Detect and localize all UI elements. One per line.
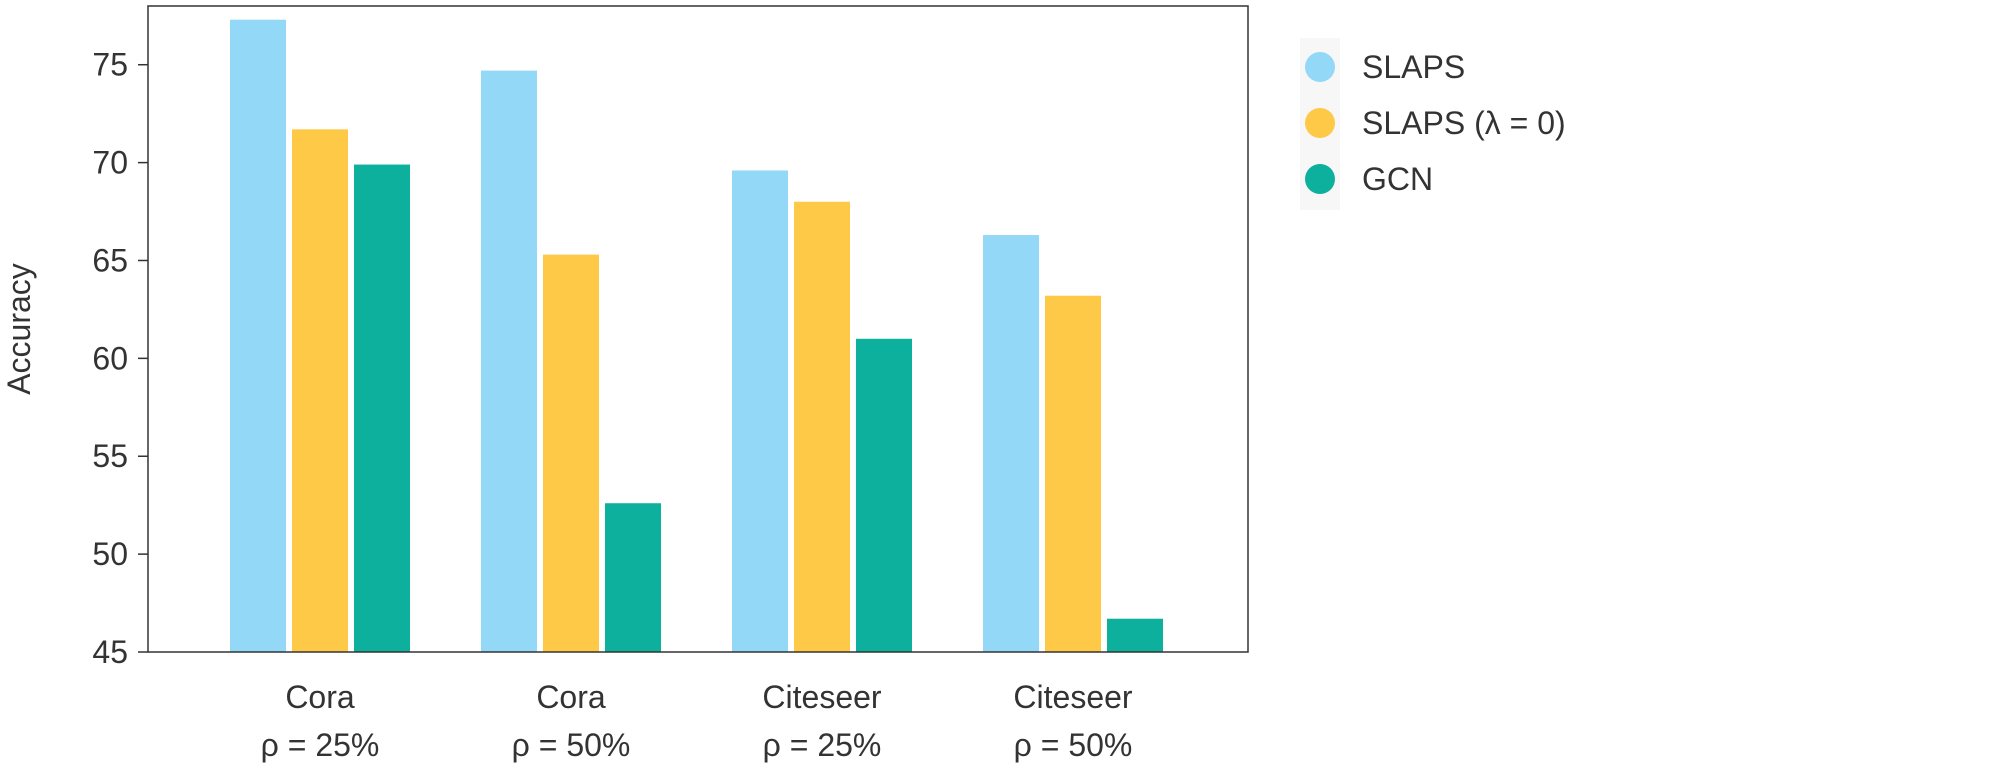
x-category-sublabel: ρ = 25% <box>763 727 882 763</box>
x-category-sublabel: ρ = 50% <box>1014 727 1133 763</box>
legend: SLAPS SLAPS (λ = 0) GCN <box>1300 38 1566 210</box>
legend-label: SLAPS (λ = 0) <box>1362 105 1566 141</box>
bar-slaps-2 <box>481 70 537 653</box>
bar-slaps-0-1 <box>292 129 348 652</box>
bars-layer <box>230 19 1163 653</box>
x-category-label: Citeseer <box>762 679 882 715</box>
legend-marker <box>1305 52 1335 82</box>
bar-gcn-2 <box>605 503 661 652</box>
bar-slaps-1 <box>230 19 286 653</box>
x-category-label: Citeseer <box>1013 679 1133 715</box>
y-tick-label: 65 <box>92 242 128 278</box>
x-category-sublabel: ρ = 50% <box>512 727 631 763</box>
bar-slaps-0-2 <box>543 254 599 652</box>
legend-label: SLAPS <box>1362 49 1465 85</box>
y-tick-label: 70 <box>92 145 128 181</box>
legend-label: GCN <box>1362 161 1433 197</box>
legend-marker <box>1305 164 1335 194</box>
bar-slaps-3 <box>732 170 788 652</box>
x-category-sublabel: ρ = 25% <box>261 727 380 763</box>
y-tick-label: 55 <box>92 438 128 474</box>
bar-slaps-4 <box>983 235 1039 652</box>
y-tick-label: 45 <box>92 634 128 670</box>
y-axis: 45 50 55 60 65 70 75 <box>92 47 148 670</box>
x-category-label: Cora <box>285 679 355 715</box>
legend-marker <box>1305 108 1335 138</box>
x-category-label: Cora <box>536 679 606 715</box>
y-tick-label: 60 <box>92 340 128 376</box>
x-axis: Cora ρ = 25% Cora ρ = 50% Citeseer ρ = 25% Cit… <box>261 679 1133 763</box>
bar-slaps-0-4 <box>1045 295 1101 652</box>
y-tick-label: 50 <box>92 536 128 572</box>
bar-gcn-3 <box>856 338 912 652</box>
plot-frame <box>147 5 1249 653</box>
bar-gcn-1 <box>354 164 410 652</box>
bar-gcn-4 <box>1107 618 1163 652</box>
y-axis-title: Accuracy <box>1 263 37 395</box>
y-tick-label: 75 <box>92 47 128 83</box>
bar-slaps-0-3 <box>794 201 850 652</box>
